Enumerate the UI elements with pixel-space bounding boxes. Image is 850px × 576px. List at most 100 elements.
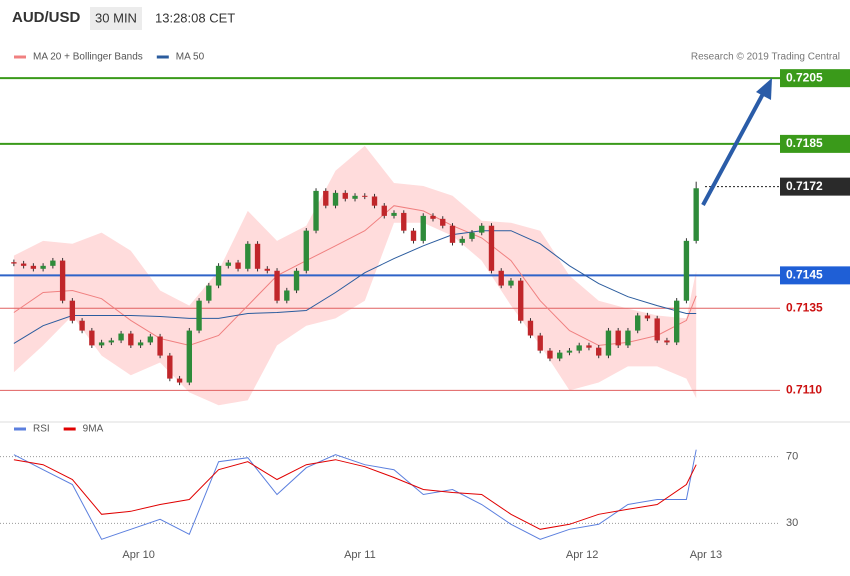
candle-body (576, 345, 582, 351)
candle-body (167, 355, 173, 379)
candle-body (235, 262, 241, 269)
candle-body (410, 230, 417, 241)
candle-body (654, 318, 660, 341)
candle-body (557, 352, 563, 359)
candle-body (391, 212, 397, 216)
symbol: AUD/USD (12, 9, 81, 26)
candle-body (264, 268, 270, 271)
candle-body (245, 243, 251, 269)
candle-body (566, 350, 573, 353)
forecast-arrow (701, 91, 766, 206)
candle-body (605, 330, 612, 356)
candle-body (196, 300, 202, 331)
candle-body (89, 330, 95, 346)
time: 13:28:08 CET (155, 10, 235, 25)
candle-body (683, 240, 690, 301)
candle-body (215, 265, 222, 286)
candle-body (371, 196, 378, 206)
level-label: 0.7145 (786, 268, 823, 282)
candle-body (693, 188, 699, 241)
candle-body (332, 192, 339, 206)
candle-body (206, 285, 212, 301)
candle-body (118, 333, 124, 341)
candle-body (79, 320, 85, 331)
candle-body (440, 218, 446, 226)
x-tick-label: Apr 11 (344, 549, 376, 561)
candle-body (527, 320, 534, 336)
forecast-arrowhead (756, 78, 772, 100)
level-label: 0.7185 (786, 136, 823, 150)
candle-body (586, 345, 592, 348)
candle-body (449, 225, 456, 243)
candle-body (313, 190, 319, 231)
level-label-box (780, 134, 850, 153)
candle-body (381, 205, 387, 216)
candle-body (186, 330, 193, 383)
rsi-line (13, 449, 697, 540)
candle-body (420, 215, 426, 241)
moving-average (13, 230, 697, 344)
candle-body (128, 333, 134, 346)
candle-body (459, 238, 465, 243)
rsi-panel: 30 70 Apr 10 Apr 11 Apr 12 Apr 13 RSI 9MA (0, 424, 798, 561)
x-tick-label: Apr 13 (690, 549, 722, 561)
level-label-box (780, 177, 850, 196)
level-label-box (780, 266, 850, 285)
candle-body (498, 270, 504, 286)
candle-body (479, 225, 485, 233)
candle-body (50, 260, 56, 266)
candle-body (137, 342, 144, 346)
level-label: 0.7110 (786, 383, 822, 397)
candle-body (59, 260, 66, 301)
candle-body (518, 280, 524, 321)
candle-body (362, 195, 368, 197)
rsi-line (13, 459, 697, 530)
candle-body (274, 270, 280, 301)
candle-body (40, 265, 46, 269)
candle-body (664, 340, 670, 343)
candle-body (284, 290, 290, 301)
price-panel: 0.7205 0.7185 0.7172 0.7145 0.7135 0.7110 MA 2… (0, 52, 850, 406)
candle-body (303, 230, 309, 271)
candle-body (547, 350, 553, 359)
candle-body (69, 300, 76, 321)
candle-body (625, 330, 631, 346)
candle-body (615, 330, 621, 346)
interval-box (90, 7, 142, 30)
candle-body (157, 336, 163, 356)
candle-body (176, 378, 183, 383)
candle-body (352, 195, 358, 199)
candle-body (673, 300, 680, 343)
candle-body (635, 315, 641, 331)
candle-body (108, 340, 115, 343)
legend-label: RSI (33, 424, 50, 435)
candle-body (254, 243, 261, 269)
candle-body (98, 342, 105, 346)
legend-label: 9MA (83, 424, 104, 435)
candle-body (537, 335, 543, 351)
interval: 30 MIN (95, 10, 137, 25)
candle-body (323, 190, 329, 206)
candle-body (147, 336, 154, 343)
y-tick-label: 30 (786, 517, 798, 529)
candle-body (11, 262, 17, 264)
candle-body (488, 225, 495, 271)
y-tick-label: 70 (786, 451, 798, 463)
candle-body (293, 270, 300, 291)
candle-body (20, 263, 27, 266)
candle-body (644, 315, 651, 319)
level-label: 0.7135 (786, 300, 823, 314)
candle-body (401, 212, 407, 231)
level-label-box (780, 69, 850, 88)
candle-body (596, 347, 602, 356)
legend-label: MA 20 + Bollinger Bands (33, 52, 143, 63)
x-tick-label: Apr 12 (566, 549, 598, 561)
legend-label: MA 50 (176, 52, 205, 63)
candle-body (342, 192, 348, 199)
x-tick-label: Apr 10 (122, 549, 154, 561)
candle-body (225, 262, 231, 266)
level-label: 0.7205 (786, 70, 823, 84)
candle-body (469, 232, 475, 239)
